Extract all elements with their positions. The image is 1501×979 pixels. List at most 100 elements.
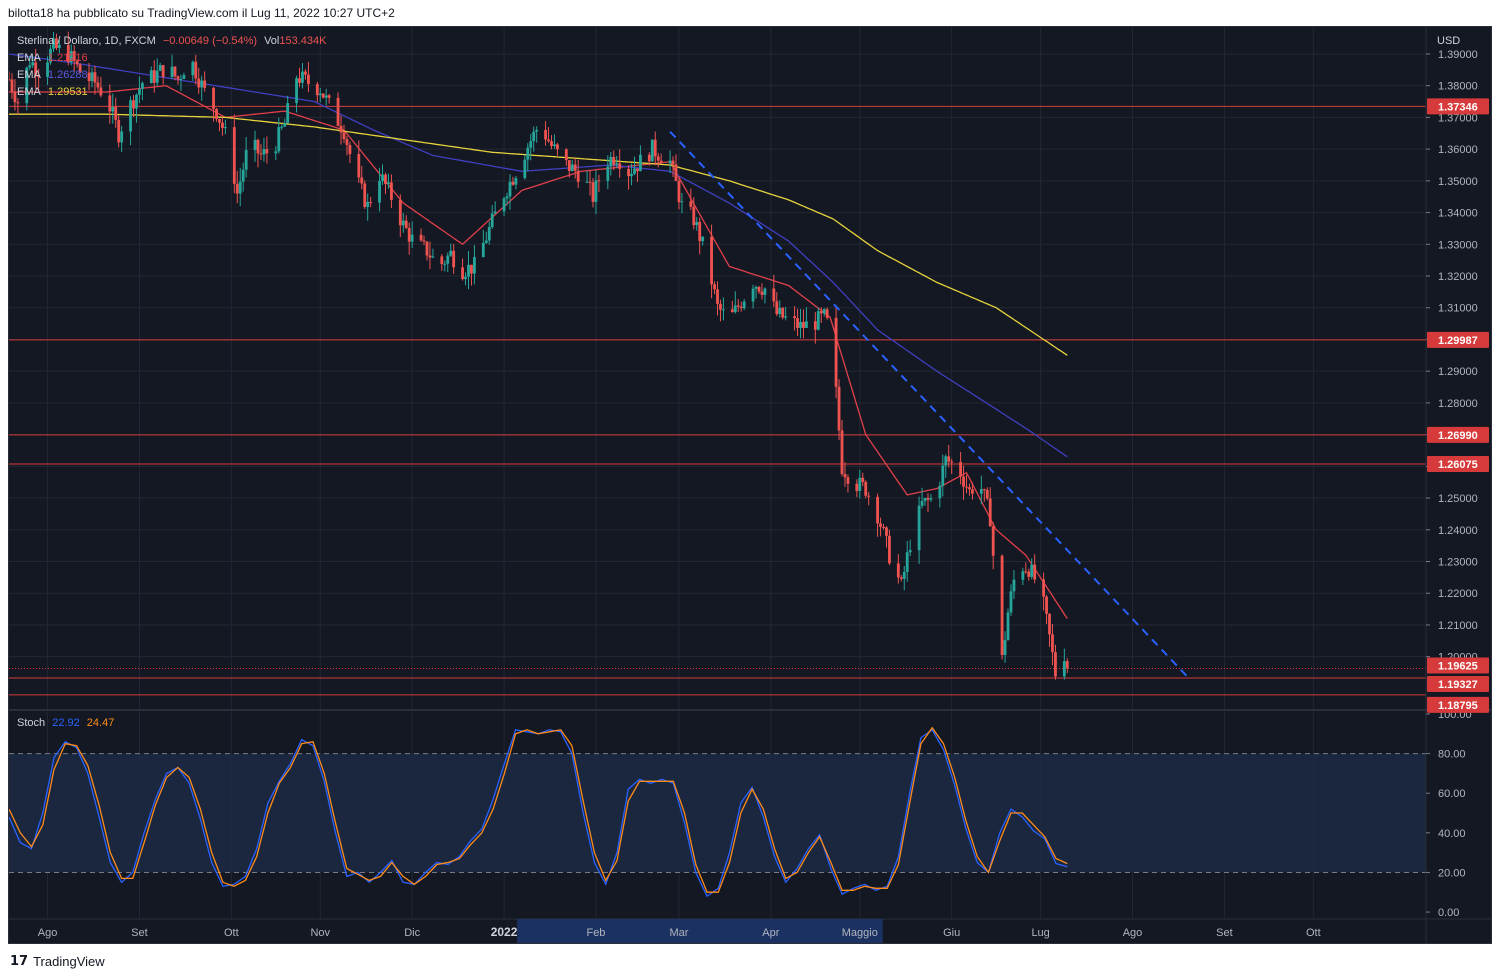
candle-body <box>1027 571 1031 577</box>
candle-body <box>342 132 346 140</box>
symbol-legend: Sterlina / Dollaro, 1D, FXCM −0.00649 (−… <box>17 35 330 47</box>
candle-body <box>879 523 882 527</box>
candle-body <box>387 182 390 184</box>
candle-body <box>440 256 444 265</box>
candle-body <box>449 250 453 256</box>
chart-canvas[interactable]: 1.39000 1.38000 1.37000 1.36000 1.35000 1.340… <box>9 27 1491 943</box>
candle-body <box>656 156 660 161</box>
candle-body <box>639 154 642 172</box>
candle-body <box>197 78 201 88</box>
candle-body <box>650 139 654 162</box>
candle-body <box>547 139 550 142</box>
candle-body <box>378 180 381 203</box>
time-axis[interactable]: Ago Set Ott Nov Dic 2022 Feb Mar Apr Maggio Giu Lug… <box>38 919 1321 943</box>
candle-body <box>108 95 112 112</box>
price-tick-label: 1.24000 <box>1438 525 1478 537</box>
ema2-legend[interactable]: EMA 1.26288 <box>17 69 92 81</box>
candle-body <box>493 211 497 214</box>
ema3-legend[interactable]: EMA 1.29531 <box>17 86 92 98</box>
candle-body <box>235 183 239 194</box>
candle-body <box>1051 634 1054 653</box>
candle-body <box>274 151 278 154</box>
candle-body <box>959 461 962 477</box>
candle-body <box>401 220 405 226</box>
candle-body <box>567 160 571 172</box>
candle-body <box>861 477 865 482</box>
candle-body <box>28 65 32 68</box>
price-tick-label: 1.37000 <box>1438 112 1478 124</box>
price-axis[interactable]: 1.39000 1.38000 1.37000 1.36000 1.35000 1.340… <box>1426 49 1489 919</box>
candle-body <box>692 206 696 226</box>
candle-body <box>858 477 862 492</box>
candle-body <box>46 62 49 78</box>
ema1-legend[interactable]: EMA 1.21216 <box>17 52 92 64</box>
candle-body <box>1024 571 1028 573</box>
price-change: −0.00649 (−0.54%) <box>162 35 258 47</box>
candle-body <box>1021 571 1025 580</box>
candle-body <box>917 505 921 551</box>
candle-body <box>965 486 968 488</box>
candle-body <box>784 316 788 318</box>
candle-body <box>191 61 195 76</box>
candle-body <box>241 169 245 182</box>
price-level-label: 1.18795 <box>1438 700 1478 712</box>
symbol-name[interactable]: Sterlina / Dollaro, 1D, FXCM <box>17 35 156 47</box>
candle-body <box>677 180 681 203</box>
candle-body <box>9 79 11 81</box>
time-tick-label: Ott <box>1306 927 1321 939</box>
candle-body <box>93 72 97 83</box>
candle-body <box>75 60 79 65</box>
time-tick-label: 2022 <box>491 925 518 939</box>
volume-label: Vol <box>264 35 280 47</box>
price-level-label: 1.26990 <box>1438 430 1478 442</box>
candle-body <box>668 160 672 164</box>
candle-body <box>34 62 38 76</box>
candle-body <box>149 70 153 84</box>
candle-body <box>630 173 633 177</box>
footer-brand[interactable]: 𝟭𝟳 TradingView <box>10 954 105 969</box>
price-tick-label: 1.23000 <box>1438 556 1478 568</box>
candle-body <box>306 74 310 85</box>
candle-body <box>114 106 118 120</box>
time-tick-label: Lug <box>1031 927 1049 939</box>
candle-body <box>467 264 470 277</box>
candle-body <box>176 76 180 80</box>
footer-brand-name: TradingView <box>33 954 105 969</box>
candle-body <box>941 465 945 486</box>
candle-body <box>553 144 556 147</box>
candle-body <box>384 174 387 184</box>
candle-body <box>962 476 965 487</box>
candle-body <box>710 236 713 285</box>
candle-body <box>170 66 174 77</box>
candle-body <box>37 75 41 78</box>
candle-body <box>618 163 622 169</box>
price-tick-label: 1.32000 <box>1438 271 1478 283</box>
candle-body <box>55 38 58 48</box>
stoch-legend[interactable]: Stoch 22.92 24.47 <box>17 717 118 729</box>
candle-body <box>422 240 426 242</box>
candle-body <box>846 477 850 484</box>
candle-body <box>775 301 779 315</box>
price-tick-label: 1.35000 <box>1438 176 1478 188</box>
candle-body <box>689 201 693 207</box>
candle-body <box>591 182 595 202</box>
time-tick-label: Ago <box>38 927 58 939</box>
candle-body <box>796 318 799 328</box>
price-tick-label: 1.38000 <box>1438 81 1478 93</box>
candle-body <box>938 485 942 499</box>
candle-body <box>69 51 73 62</box>
candle-body <box>988 498 992 527</box>
ema-line <box>9 53 1068 458</box>
candle-body <box>419 234 423 241</box>
candle-body <box>742 301 746 309</box>
candle-body <box>947 456 951 462</box>
candle-body <box>1048 613 1051 635</box>
chart-frame[interactable]: 1.39000 1.38000 1.37000 1.36000 1.35000 1.340… <box>8 26 1492 944</box>
price-level-label: 1.19327 <box>1438 679 1478 691</box>
ema3-value: 1.29531 <box>47 86 88 98</box>
candle-body <box>867 495 871 497</box>
stoch-k-value: 22.92 <box>52 717 80 729</box>
candle-body <box>265 149 269 154</box>
candle-body <box>923 497 927 502</box>
candle-body <box>194 61 198 79</box>
